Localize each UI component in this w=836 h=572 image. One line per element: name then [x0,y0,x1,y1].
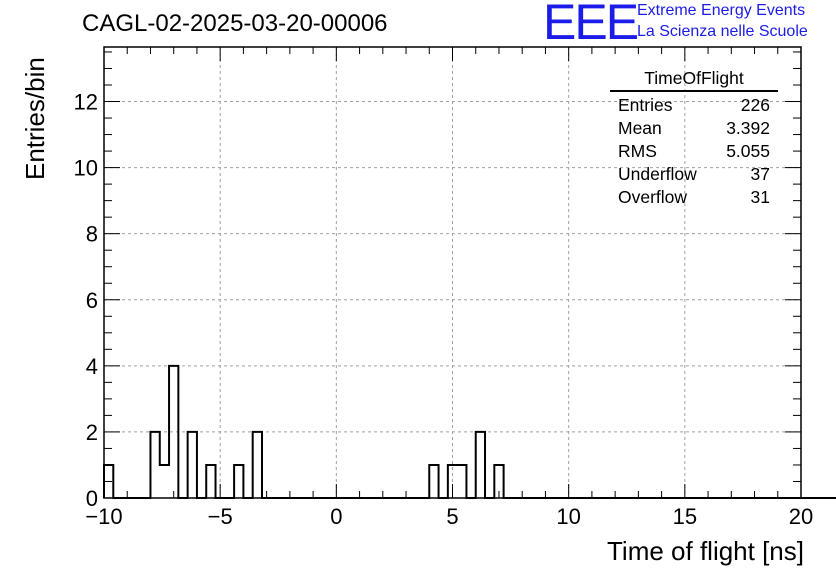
x-axis-label: Time of flight [ns] [607,536,804,566]
x-tick-label: 0 [330,504,342,529]
y-tick-label: 8 [86,222,98,247]
stats-box: TimeOfFlight Entries 226 Mean 3.392 RMS … [610,68,778,209]
x-tick-label: −5 [208,504,233,529]
stats-row-entries: Entries 226 [610,94,778,117]
x-tick-label: 15 [673,504,697,529]
x-tick-label: 5 [446,504,458,529]
x-tick-label: 10 [556,504,580,529]
stats-value: 31 [750,187,770,207]
stats-row-overflow: Overflow 31 [610,186,778,209]
x-tick-label: 20 [789,504,813,529]
stats-value: 3.392 [726,118,770,138]
stats-row-underflow: Underflow 37 [610,163,778,186]
y-tick-label: 2 [86,420,98,445]
stats-label: Mean [618,118,662,138]
eee-logo: EEE [543,0,639,50]
x-tick-label: −10 [85,504,122,529]
y-tick-label: 10 [74,156,98,181]
stats-label: Overflow [618,187,688,207]
logo-line-1: Extreme Energy Events [637,2,806,19]
stats-value: 226 [740,95,770,115]
y-tick-label: 12 [74,90,98,115]
stats-value: 37 [750,164,770,184]
y-tick-label: 0 [86,486,98,511]
y-axis-label: Entries/bin [20,57,50,180]
y-tick-label: 6 [86,288,98,313]
stats-row-rms: RMS 5.055 [610,140,778,163]
y-tick-label: 4 [86,354,98,379]
stats-label: RMS [618,141,657,161]
logo-line-2: La Scienza nelle Scuole [637,23,808,40]
stats-label: Entries [618,95,673,115]
chart-title: CAGL-02-2025-03-20-00006 [82,10,388,37]
stats-title: TimeOfFlight [610,68,778,92]
stats-label: Underflow [618,164,697,184]
stats-value: 5.055 [726,141,770,161]
stats-row-mean: Mean 3.392 [610,117,778,140]
